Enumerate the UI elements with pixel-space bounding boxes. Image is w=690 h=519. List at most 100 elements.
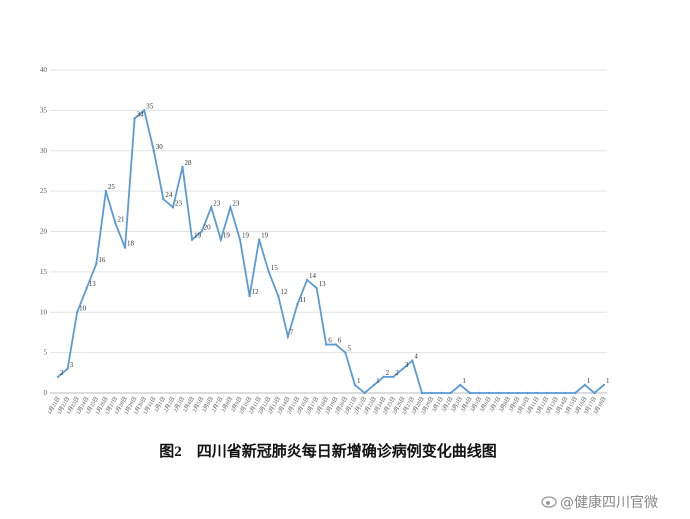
data-label: 23	[175, 199, 183, 207]
point-marker	[229, 206, 232, 209]
y-tick-label: 30	[40, 147, 48, 155]
data-label: 15	[271, 264, 279, 272]
point-marker	[286, 335, 290, 338]
point-marker	[564, 391, 567, 395]
y-tick-label: 0	[44, 389, 48, 397]
point-marker	[325, 343, 328, 346]
data-label: 1	[376, 377, 380, 385]
data-label: 1	[357, 377, 361, 385]
point-marker	[487, 391, 491, 395]
data-label: 2	[386, 369, 390, 377]
data-label: 3	[405, 361, 409, 369]
point-marker	[75, 311, 79, 314]
data-label: 13	[89, 280, 97, 288]
data-label: 10	[79, 304, 87, 312]
watermark-icon	[541, 496, 557, 508]
data-label: 19	[223, 232, 231, 240]
data-label: 2	[395, 369, 399, 377]
point-marker	[104, 189, 108, 193]
y-tick-label: 15	[40, 268, 48, 276]
point-marker	[257, 238, 261, 241]
point-marker	[114, 222, 117, 225]
data-label: 1	[587, 377, 591, 385]
data-label: 6	[338, 337, 342, 345]
y-tick-label: 40	[40, 66, 48, 74]
point-marker	[554, 391, 558, 395]
point-marker	[507, 391, 510, 395]
data-label: 7	[290, 328, 294, 336]
point-marker	[143, 109, 146, 112]
watermark: @健康四川官微	[560, 494, 658, 511]
point-marker	[277, 294, 280, 298]
data-label: 35	[146, 102, 154, 110]
point-marker	[401, 367, 405, 370]
point-marker	[353, 383, 357, 387]
point-marker	[449, 391, 452, 395]
point-marker	[219, 238, 223, 241]
point-marker	[372, 383, 376, 387]
data-label: 6	[328, 337, 332, 345]
y-tick-label: 10	[40, 308, 48, 316]
point-marker	[200, 230, 203, 233]
data-label: 2	[60, 369, 64, 377]
point-marker	[296, 302, 299, 306]
data-label: 20	[204, 224, 212, 232]
point-marker	[66, 367, 69, 370]
point-marker	[190, 238, 194, 241]
point-marker	[478, 391, 481, 395]
point-marker	[583, 383, 587, 387]
data-label: 3	[70, 361, 74, 369]
y-tick-label: 25	[40, 187, 48, 195]
point-marker	[545, 391, 548, 395]
point-marker	[315, 286, 318, 290]
data-label: 19	[261, 232, 269, 240]
point-marker	[267, 270, 270, 274]
point-marker	[574, 391, 577, 395]
point-marker	[602, 383, 606, 387]
point-marker	[248, 294, 251, 298]
point-marker	[420, 391, 424, 395]
point-marker	[56, 375, 60, 379]
data-label: 23	[232, 199, 240, 207]
y-tick-label: 5	[44, 349, 48, 357]
data-label: 11	[299, 296, 306, 304]
data-label: 5	[347, 345, 351, 353]
data-label: 14	[309, 272, 317, 280]
point-marker	[363, 391, 366, 395]
line-series	[57, 108, 605, 395]
point-marker	[468, 391, 472, 395]
point-marker	[497, 391, 500, 395]
point-marker	[238, 238, 242, 241]
point-marker	[85, 286, 88, 290]
point-marker	[382, 375, 385, 379]
data-label: 19	[242, 232, 250, 240]
point-marker	[593, 391, 596, 395]
data-label: 1	[462, 377, 466, 385]
point-marker	[181, 165, 184, 169]
point-marker	[535, 391, 539, 395]
y-tick-label: 35	[40, 106, 48, 114]
point-marker	[210, 206, 213, 209]
data-label: 12	[280, 288, 288, 296]
data-label: 23	[213, 199, 221, 207]
data-label: 25	[108, 183, 116, 191]
point-marker	[95, 262, 98, 265]
data-label: 1	[606, 377, 610, 385]
point-marker	[516, 391, 519, 395]
point-marker	[123, 246, 127, 249]
point-marker	[162, 198, 165, 201]
point-marker	[392, 375, 395, 379]
data-label: 12	[252, 288, 260, 296]
data-label: 28	[185, 159, 193, 167]
point-marker	[430, 391, 433, 395]
data-label: 24	[165, 191, 173, 199]
point-marker	[334, 343, 337, 346]
data-label: 19	[194, 232, 202, 240]
point-marker	[152, 149, 155, 152]
chart-title: 图2 四川省新冠肺炎每日新增确诊病例变化曲线图	[159, 442, 497, 460]
data-label: 21	[117, 215, 125, 223]
point-marker	[171, 206, 175, 209]
point-marker	[526, 391, 529, 395]
point-marker	[305, 278, 309, 282]
